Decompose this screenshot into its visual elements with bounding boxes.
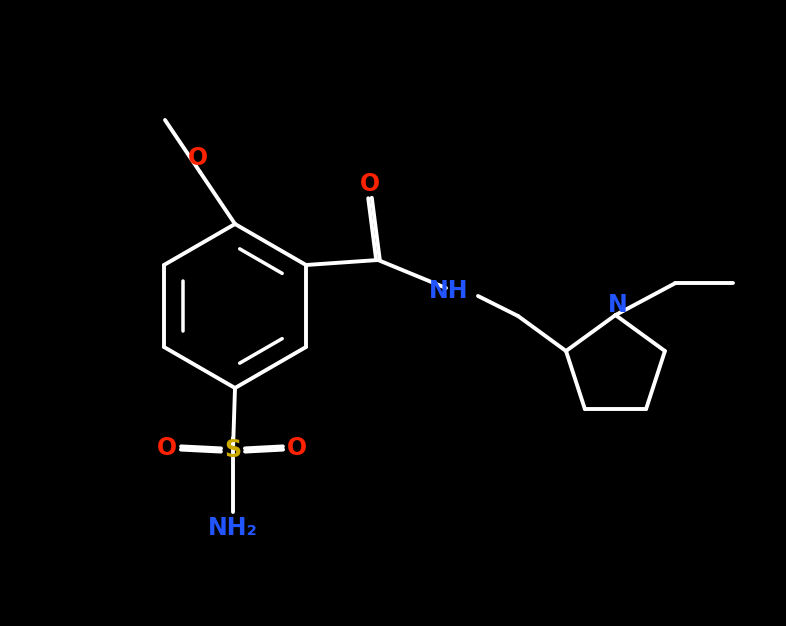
Text: NH: NH xyxy=(429,279,468,303)
Text: O: O xyxy=(360,172,380,196)
Text: O: O xyxy=(287,436,307,460)
Text: NH₂: NH₂ xyxy=(208,516,258,540)
Text: O: O xyxy=(188,146,208,170)
Text: S: S xyxy=(225,438,241,462)
Text: N: N xyxy=(608,293,627,317)
Text: O: O xyxy=(157,436,177,460)
